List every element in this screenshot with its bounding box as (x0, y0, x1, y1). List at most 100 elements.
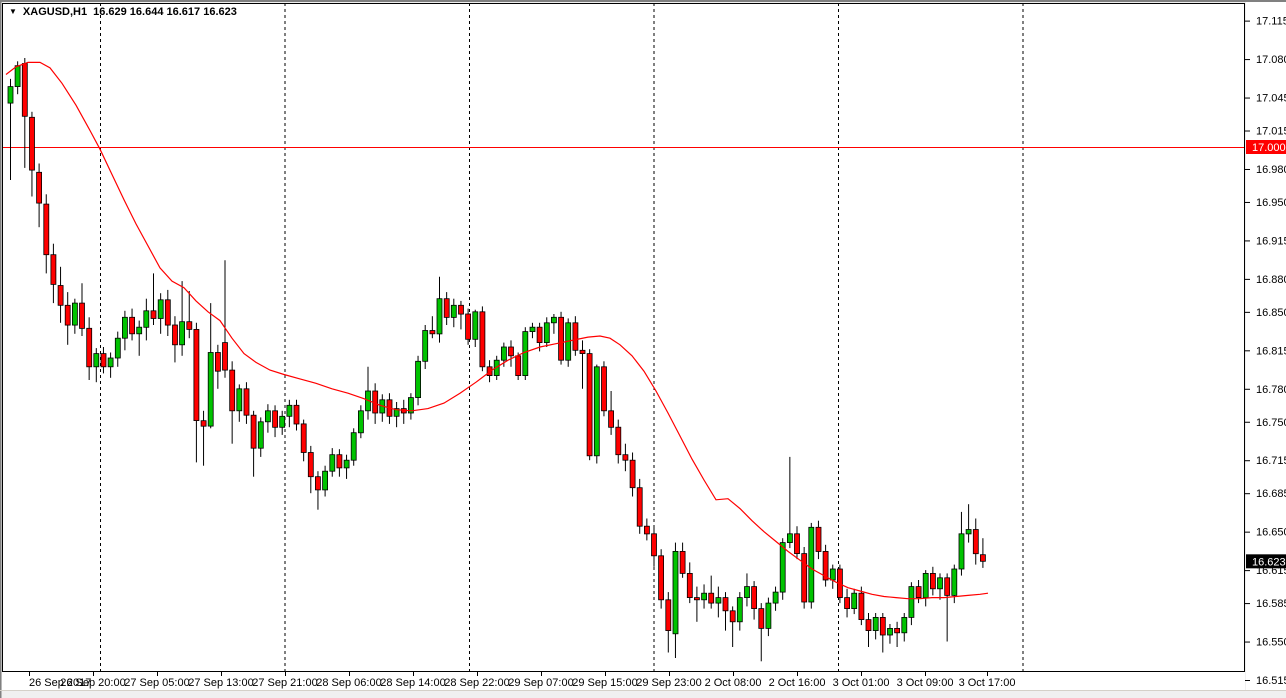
candle-body-bull (350, 432, 357, 461)
candle-body-bear (29, 116, 35, 171)
candle-body-bear (300, 423, 307, 453)
candle (50, 243, 57, 304)
candle-body-bear (508, 346, 514, 357)
plot-border (2, 3, 1245, 672)
candle (736, 592, 743, 631)
candle-body-bull (72, 302, 78, 326)
candle (844, 588, 850, 618)
price-axis-background[interactable] (1246, 0, 1286, 690)
candle-body-bull (264, 410, 271, 423)
candle (679, 542, 686, 578)
candle-body-bull (236, 388, 243, 412)
candle (729, 606, 736, 647)
candle (958, 511, 965, 576)
candle-body-bear (150, 310, 157, 319)
candle (622, 443, 629, 472)
candle (858, 586, 865, 626)
candle-body-bear (558, 316, 564, 361)
candle (972, 518, 979, 565)
candle-body-bear (86, 327, 93, 368)
candle-body-bull (787, 533, 793, 543)
candle (658, 549, 664, 609)
candle (672, 542, 679, 658)
time-tick-label: 26 Sep 20:00 (60, 677, 125, 689)
price-tick-label: 16.585 (1256, 598, 1286, 610)
candle (264, 404, 271, 433)
candle-body-bear (615, 426, 622, 456)
candle-body-bear (801, 553, 808, 603)
candle-body-bear (601, 366, 607, 412)
candle (629, 452, 636, 497)
time-axis-background[interactable] (2, 672, 1245, 690)
candle-body-bull (322, 470, 329, 491)
candle (200, 410, 207, 466)
candle (307, 445, 314, 494)
candle-body-bear (21, 63, 28, 117)
candle (930, 566, 936, 596)
candle-body-bull (122, 316, 128, 339)
candle (636, 478, 643, 534)
candle-body-bear (815, 526, 822, 552)
price-tick-label: 16.550 (1256, 637, 1286, 649)
candle-body-bull (901, 617, 908, 634)
candle (272, 405, 279, 438)
time-tick-label: 28 Sep 06:00 (316, 677, 381, 689)
candle-body-bear (729, 610, 736, 623)
candle-body-bull (808, 526, 815, 603)
candle (458, 300, 464, 330)
candle (257, 417, 264, 457)
price-tick-label: 17.045 (1256, 93, 1286, 105)
candle-body-bull (500, 346, 507, 361)
candle-body-bull (14, 65, 21, 87)
candle-body-bear (536, 326, 543, 344)
candle-body-bear (665, 599, 672, 631)
candle (551, 314, 557, 334)
candle (879, 613, 886, 653)
price-tick-label: 16.980 (1256, 164, 1286, 176)
ohlc-values: 16.629 16.644 16.617 16.623 (93, 6, 237, 18)
candle-body-bull (529, 326, 536, 333)
candle (472, 309, 479, 347)
candle-body-bear (722, 597, 729, 612)
candle-body-bull (472, 311, 479, 340)
candle-body-bull (93, 353, 100, 368)
candle (350, 428, 357, 466)
candle (529, 322, 536, 339)
symbol-period-label: XAGUSD,H1 (22, 6, 88, 18)
candle-body-bear (651, 533, 657, 557)
candle (686, 562, 693, 604)
candle (36, 163, 42, 228)
candle (29, 111, 35, 197)
candle-body-bull (522, 331, 529, 377)
candle (872, 613, 879, 640)
candle (894, 621, 900, 647)
time-tick-label: 2 Oct 08:00 (705, 677, 762, 689)
price-tick-label: 17.015 (1256, 126, 1286, 138)
candle-body-bear (644, 525, 650, 535)
symbol-dropdown-icon[interactable]: ▼ (9, 7, 17, 16)
candle-body-bear (243, 388, 250, 416)
candle (322, 465, 329, 497)
candle (744, 573, 750, 607)
candle-body-bull (343, 459, 350, 469)
candle (286, 399, 293, 428)
price-tick-label: 16.850 (1256, 307, 1286, 319)
time-tick-label: 26 Sep 2017 (29, 677, 91, 689)
candle (250, 410, 257, 477)
candle (93, 348, 100, 383)
candle-body-bull (207, 352, 214, 427)
candle-body-bear (79, 302, 85, 329)
candle-body-bear (915, 586, 922, 598)
candle (701, 584, 707, 609)
candle (615, 419, 622, 464)
candle-body-bear (708, 592, 715, 604)
candle-body-bear (972, 529, 979, 555)
plot-background[interactable] (2, 3, 1245, 672)
candle (901, 613, 908, 642)
time-tick-label: 29 Sep 15:00 (572, 677, 637, 689)
candle-body-bear (658, 555, 664, 601)
candle (665, 592, 672, 653)
candle (157, 293, 164, 334)
